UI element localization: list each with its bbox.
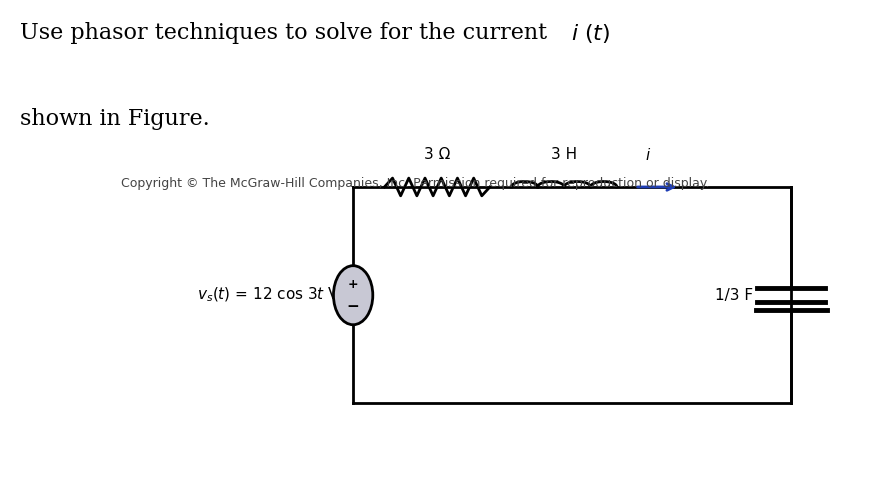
Text: 3 Ω: 3 Ω <box>424 148 451 162</box>
Text: $v_s(t)$ = 12 cos 3$t$ V: $v_s(t)$ = 12 cos 3$t$ V <box>197 286 340 305</box>
Text: 1/3 F: 1/3 F <box>714 288 753 303</box>
Text: Copyright © The McGraw-Hill Companies, Inc. Permission required for reproduction: Copyright © The McGraw-Hill Companies, I… <box>121 177 709 190</box>
Text: 3 H: 3 H <box>551 148 578 162</box>
Text: shown in Figure.: shown in Figure. <box>20 108 209 130</box>
Text: $i$ $(t)$: $i$ $(t)$ <box>571 22 611 45</box>
Ellipse shape <box>333 266 373 325</box>
Text: +: + <box>348 278 358 291</box>
Text: $i$: $i$ <box>645 147 652 163</box>
Text: Use phasor techniques to solve for the current: Use phasor techniques to solve for the c… <box>20 22 554 44</box>
Text: −: − <box>347 299 359 313</box>
